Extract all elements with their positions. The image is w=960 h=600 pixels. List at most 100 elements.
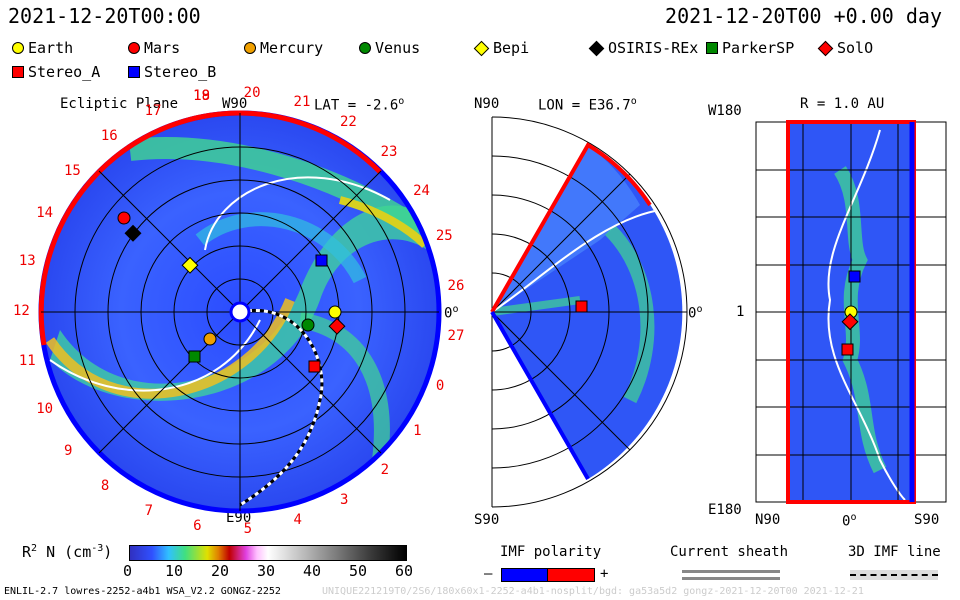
panel2-bottom-label: S90 xyxy=(474,512,500,528)
sector-label: 10 xyxy=(36,400,54,417)
sector-label: 26 xyxy=(447,277,465,294)
panel1-lat-label: LAT = -2.6o xyxy=(314,96,405,114)
sector-label: 27 xyxy=(447,328,465,345)
legend-earth: Earth xyxy=(12,39,73,57)
sector-label: 9 xyxy=(64,443,73,460)
stereo-a-marker-icon xyxy=(12,66,24,78)
colorbar-tick: 50 xyxy=(349,562,368,580)
sector-label: 17 xyxy=(144,102,162,119)
mercury-marker-icon xyxy=(244,42,256,54)
current-sheath-line-2 xyxy=(682,577,780,580)
legend-mercury: Mercury xyxy=(244,39,323,57)
mercury-marker-icon xyxy=(203,332,217,346)
date-left: 2021-12-20T00:00 xyxy=(8,4,201,28)
panel3-mid-label: 1 xyxy=(736,304,745,320)
legend-venus: Venus xyxy=(359,39,420,57)
imf-plus: + xyxy=(600,566,609,582)
sector-label: 18 xyxy=(193,88,210,105)
stereo-b-marker-icon xyxy=(848,270,861,283)
imf-title: IMF polarity xyxy=(500,544,602,560)
sector-label: 0 xyxy=(435,377,445,394)
panel3-x-mid: 0o xyxy=(842,512,857,530)
earth-marker-icon xyxy=(12,42,24,54)
sector-label: 13 xyxy=(18,252,36,269)
stereo-b-marker-icon xyxy=(315,254,328,267)
sector-label: 15 xyxy=(64,162,81,179)
panel1-right-label: 0o xyxy=(444,304,459,322)
imf-negative-swatch xyxy=(501,568,549,582)
panel2-top-label: N90 xyxy=(474,96,500,112)
stereo-a-marker-icon xyxy=(841,343,854,356)
colorbar-tick: 40 xyxy=(303,562,322,580)
sector-label: 6 xyxy=(193,517,202,534)
sector-label: 5 xyxy=(243,520,253,537)
earth-marker-icon xyxy=(328,305,342,319)
sector-label: 11 xyxy=(18,353,36,370)
sector-label: 16 xyxy=(100,128,118,145)
stereo-b-marker-icon xyxy=(128,66,140,78)
bepi-marker-icon xyxy=(181,256,199,274)
sector-label: 23 xyxy=(380,144,398,161)
date-right: 2021-12-20T00 +0.00 day xyxy=(665,4,942,28)
parkersp-marker-icon xyxy=(706,42,718,54)
panel1-title: Ecliptic Plane xyxy=(60,96,179,112)
legend-stereo-a: Stereo_A xyxy=(12,63,100,81)
colorbar-tick: 60 xyxy=(395,562,414,580)
parkersp-marker-icon xyxy=(188,350,201,363)
sector-label: 8 xyxy=(100,477,110,494)
current-sheath-label: Current sheath xyxy=(670,544,789,560)
sector-label: 21 xyxy=(293,94,311,111)
sector-label: 7 xyxy=(144,503,154,520)
imf-line-label: 3D IMF line xyxy=(848,544,941,560)
panel3-r-label: R = 1.0 AU xyxy=(800,96,885,112)
imf-positive-swatch xyxy=(547,568,595,582)
footer-right: UNIQUE221219T0/2S6/180x60x1-2252-a4b1-no… xyxy=(322,586,864,597)
legend-bepi: Bepi xyxy=(473,39,529,57)
legend-osiris-rex: OSIRIS-REx xyxy=(588,39,698,57)
panel2-lon-label: LON = E36.7o xyxy=(538,96,637,114)
venus-marker-icon xyxy=(301,318,315,332)
panel3-top-label: W180 xyxy=(708,103,742,119)
panel3-x-left: N90 xyxy=(755,512,781,528)
colorbar-tick: 30 xyxy=(257,562,276,580)
sector-label: 22 xyxy=(340,114,357,131)
colorbar-label: R2 N (cm-3) xyxy=(22,543,113,561)
sector-label: 20 xyxy=(243,85,261,102)
sector-label: 12 xyxy=(13,303,30,319)
legend-mars: Mars xyxy=(128,39,180,57)
solo-marker-icon xyxy=(328,317,346,335)
sector-label: 1 xyxy=(413,422,422,439)
osiris-rex-marker-icon xyxy=(124,224,142,242)
sector-label: 24 xyxy=(413,183,430,200)
panel1-bottom-label: E90 xyxy=(226,510,252,526)
stereo-a-marker-icon xyxy=(575,300,588,313)
imf-minus: – xyxy=(484,566,493,582)
sector-label: 14 xyxy=(36,205,54,222)
sector-label: 25 xyxy=(435,228,453,245)
panel3-x-right: S90 xyxy=(914,512,940,528)
footer-left: ENLIL-2.7 lowres-2252-a4b1 WSA_V2.2 GONG… xyxy=(4,586,281,597)
stereo-a-marker-icon xyxy=(308,360,321,373)
legend-parkersp: ParkerSP xyxy=(706,39,794,57)
sector-label: 4 xyxy=(293,511,302,528)
solo-marker-icon xyxy=(841,313,859,331)
legend-stereo-b: Stereo_B xyxy=(128,63,216,81)
panel1-top-label: W90 xyxy=(222,96,248,112)
mars-marker-icon xyxy=(128,42,140,54)
colorbar-tick: 0 xyxy=(123,562,133,580)
legend-solo: SolO xyxy=(817,39,873,57)
colorbar-tick: 20 xyxy=(211,562,230,580)
sector-label: 19 xyxy=(193,88,210,105)
panel2-right-label: 0o xyxy=(688,304,703,322)
current-sheath-line-1 xyxy=(682,570,780,573)
imf-line-dashes xyxy=(850,574,938,576)
panel3-bottom-label: E180 xyxy=(708,502,742,518)
sector-label: 2 xyxy=(380,461,390,478)
colorbar-tick: 10 xyxy=(165,562,184,580)
sector-label: 3 xyxy=(340,491,349,508)
density-colorbar xyxy=(129,545,407,561)
venus-marker-icon xyxy=(359,42,371,54)
